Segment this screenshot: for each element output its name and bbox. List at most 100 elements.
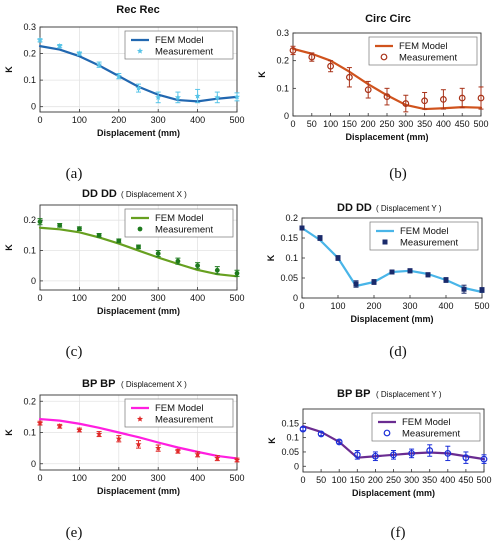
measurement-point [135,441,142,447]
legend-label-model: FEM Model [155,213,204,224]
chart-panel-1: 0 100 200 300 400 500 0 0.1 0.2 0.3 Displacement (… [4,4,245,182]
y-axis-label: K [267,437,277,444]
measurement-point [56,42,63,49]
measurement-point [115,435,122,442]
measurement-point [194,451,201,457]
x-tick-label: 500 [473,119,488,129]
x-tick-label: 400 [436,119,451,129]
x-tick-label: 500 [229,115,244,125]
chart-title: DD DD [337,202,372,214]
y-tick-label: 0.1 [286,433,299,443]
x-tick-label: 250 [379,119,394,129]
measurement-point [155,94,162,100]
measurement-point [480,455,488,463]
panel-caption: (e) [66,525,83,541]
x-tick-label: 200 [111,473,126,483]
x-tick-label: 400 [438,301,453,311]
measurement-point [421,97,429,105]
panel-caption: (a) [66,166,83,182]
y-tick-label: 0.1 [23,246,36,256]
legend-marker-swatch [136,47,144,54]
measurement-point [458,94,466,102]
measurement-point [135,84,142,91]
chart-subtitle: ( Displacement X ) [121,380,187,389]
panel-caption: (d) [389,344,407,360]
chart-panel-6: 0 50 100 150 200 250 300 350 400 450 500 0 0.05 0.1 0.… [267,388,492,541]
x-tick-label: 0 [290,119,295,129]
legend-box [124,30,234,60]
y-axis-label: K [257,71,267,78]
x-tick-label: 400 [190,293,205,303]
measurement-point [299,225,305,231]
x-tick-label: 0 [37,115,42,125]
x-tick-label: 350 [417,119,432,129]
chart-title: DD DD [82,188,117,200]
measurement-point [76,426,83,433]
x-tick-label: 300 [404,475,419,485]
x-tick-label: 100 [72,293,87,303]
y-tick-label: 0.2 [23,49,36,59]
measurement-point [77,226,82,232]
measurement-point [383,93,391,101]
x-tick-label: 200 [366,301,381,311]
x-tick-label: 450 [458,475,473,485]
measurement-point [37,219,43,225]
y-tick-label: 0.1 [276,83,289,93]
x-axis-label: Displacement (mm) [97,128,180,138]
measurement-point [174,448,181,454]
x-tick-label: 100 [332,475,347,485]
measurement-point [317,430,325,438]
x-tick-label: 500 [476,475,491,485]
y-axis-label: K [266,254,276,261]
x-tick-label: 200 [111,115,126,125]
measurement-point [317,235,323,241]
measurement-point [389,269,395,275]
measurement-point [155,251,161,256]
measurement-point [96,430,103,437]
legend-box [371,412,481,442]
y-tick-label: 0.15 [281,418,299,428]
chart-panel-2: 0 50 100 150 200 250 300 350 400 450 500 0 0.1 0.2 0.3… [257,13,489,182]
legend-box [124,398,234,428]
measurement-point [174,94,181,100]
x-tick-label: 100 [323,119,338,129]
chart-panel-5: 0 100 200 300 400 500 0 0.1 0.2 Displacement (mm)… [4,378,245,541]
y-tick-label: 0 [293,293,298,303]
measurement-point [57,222,63,228]
y-tick-label: 0 [294,461,299,471]
measurement-point [36,419,44,426]
measurement-point [479,287,485,293]
x-tick-label: 150 [350,475,365,485]
measurement-point [233,456,241,463]
x-tick-label: 400 [440,475,455,485]
x-tick-label: 100 [72,115,87,125]
y-tick-label: 0.15 [280,233,298,243]
x-tick-label: 500 [474,301,489,311]
chart-title: BP BP [82,378,115,390]
x-tick-label: 250 [386,475,401,485]
x-axis-label: Displacement (mm) [97,486,180,496]
measurement-point [155,444,162,451]
measurement-point [346,73,353,81]
measurement-point [461,286,467,292]
legend-label-model: FEM Model [155,35,204,46]
legend-label-measurement: Measurement [400,238,458,249]
measurement-point [214,454,221,461]
legend-box [368,36,478,66]
measurement-point [175,258,181,264]
legend-label-measurement: Measurement [155,415,213,426]
y-axis-label: K [4,66,14,73]
measurement-point [477,94,485,102]
measurement-point [353,281,359,287]
x-tick-label: 300 [151,293,166,303]
measurement-point [407,268,413,274]
x-tick-label: 500 [229,473,244,483]
chart-title: Circ Circ [365,13,411,25]
x-tick-label: 200 [368,475,383,485]
x-axis-label: Displacement (mm) [350,314,433,324]
x-tick-label: 100 [72,473,87,483]
x-tick-label: 500 [229,293,244,303]
measurement-point [136,244,141,250]
y-tick-label: 0 [31,276,36,286]
